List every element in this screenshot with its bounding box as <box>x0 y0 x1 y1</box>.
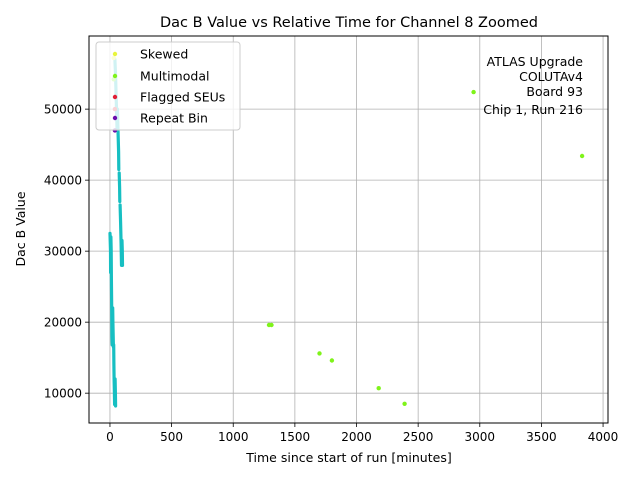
plot-frame <box>88 35 609 424</box>
x-tick-label: 1000 <box>218 430 249 444</box>
legend-marker-repeat-bin <box>112 115 118 121</box>
y-tick-label: 40000 <box>44 174 82 188</box>
point-multimodal <box>471 89 476 95</box>
grid-lines <box>89 36 608 423</box>
axis-ticks: 0 500 1000 1500 2000 2500 3000 3500 4000 10000 200… <box>44 103 619 444</box>
trace-segment <box>120 238 125 267</box>
x-tick-label: 2000 <box>341 430 372 444</box>
annotation-line-2: COLUTAv4 <box>519 69 583 84</box>
y-axis-label: Dac B Value <box>13 191 28 266</box>
point-multimodal <box>376 386 381 391</box>
legend-label-flagged-seus: Flagged SEUs <box>140 90 225 105</box>
x-tick-label: 3000 <box>465 430 496 444</box>
legend-marker-multimodal <box>112 73 118 79</box>
legend-marker-skewed <box>112 51 118 57</box>
legend-marker-flagged-seus <box>112 94 118 100</box>
x-tick-label: 1500 <box>280 430 311 444</box>
x-tick-label: 4000 <box>588 430 619 444</box>
trace-segment <box>113 377 118 408</box>
x-tick-label: 0 <box>106 430 114 444</box>
x-tick-label: 2500 <box>403 430 434 444</box>
chart-title: Dac B Value vs Relative Time for Channel… <box>160 15 538 31</box>
point-multimodal <box>579 153 585 159</box>
point-multimodal <box>269 322 274 328</box>
legend-label-multimodal: Multimodal <box>140 69 209 84</box>
point-multimodal <box>317 351 322 356</box>
y-tick-label: 20000 <box>44 316 82 330</box>
trace-segment <box>117 171 122 204</box>
annotation-line-1: ATLAS Upgrade <box>487 54 584 69</box>
legend-label-repeat-bin: Repeat Bin <box>140 111 208 126</box>
annotation-line-4: Chip 1, Run 216 <box>483 102 583 117</box>
x-tick-label: 500 <box>160 430 183 444</box>
y-tick-label: 50000 <box>44 103 82 117</box>
y-tick-label: 30000 <box>44 245 82 259</box>
run-annotation: ATLAS Upgrade COLUTAv4 Board 93 Chip 1, … <box>483 54 583 117</box>
point-multimodal <box>329 358 335 363</box>
trace-segment <box>111 306 116 349</box>
y-tick-label: 10000 <box>44 387 82 401</box>
point-multimodal <box>402 401 407 406</box>
legend-box <box>95 41 241 131</box>
legend: Skewed Multimodal Flagged SEUs Repeat Bi… <box>95 41 241 131</box>
x-tick-label: 3500 <box>526 430 557 444</box>
x-axis-label: Time since start of run [minutes] <box>245 450 451 465</box>
legend-label-skewed: Skewed <box>140 47 188 62</box>
annotation-line-3: Board 93 <box>526 84 583 99</box>
